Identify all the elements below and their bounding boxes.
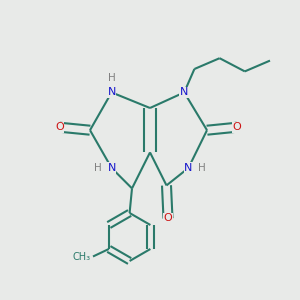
- Text: N: N: [180, 87, 188, 98]
- Text: O: O: [232, 122, 242, 132]
- Text: H: H: [94, 163, 102, 173]
- Text: N: N: [184, 163, 193, 173]
- Text: N: N: [107, 163, 116, 173]
- Text: N: N: [107, 87, 116, 98]
- Text: O: O: [55, 122, 64, 132]
- Text: O: O: [164, 213, 172, 224]
- Text: H: H: [198, 163, 206, 173]
- Text: H: H: [108, 73, 116, 83]
- Text: CH₃: CH₃: [73, 251, 91, 262]
